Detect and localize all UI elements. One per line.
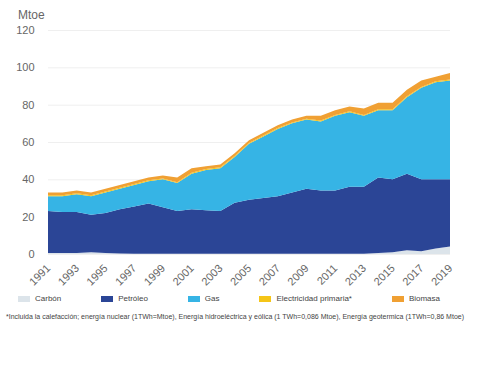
svg-text:2005: 2005 bbox=[228, 262, 254, 288]
svg-text:2001: 2001 bbox=[170, 262, 196, 288]
svg-text:2015: 2015 bbox=[371, 262, 397, 288]
svg-text:1995: 1995 bbox=[84, 262, 110, 288]
html-text:Biomasa: Biomasa bbox=[408, 294, 440, 303]
html-text:Petróleo: Petróleo bbox=[118, 294, 148, 303]
svg-text:2009: 2009 bbox=[285, 262, 311, 288]
html-text:*Incluida la calefacción; ener: *Incluida la calefacción; energía nuclea… bbox=[6, 313, 464, 320]
svg-text:2003: 2003 bbox=[199, 262, 225, 288]
svg-text:40: 40 bbox=[22, 173, 34, 185]
svg-text:0: 0 bbox=[28, 248, 34, 260]
svg-text:60: 60 bbox=[22, 136, 34, 148]
svg-text:2019: 2019 bbox=[429, 262, 455, 288]
html-text:Electricidad primaria*: Electricidad primaria* bbox=[276, 294, 352, 303]
svg-text:120: 120 bbox=[16, 24, 34, 36]
svg-text:2011: 2011 bbox=[314, 262, 339, 287]
html-text:Gas: Gas bbox=[204, 294, 220, 303]
svg-text:20: 20 bbox=[22, 211, 34, 223]
svg-text:2013: 2013 bbox=[342, 262, 368, 288]
svg-text:1997: 1997 bbox=[113, 262, 139, 288]
svg-text:1999: 1999 bbox=[141, 262, 167, 288]
svg-text:1993: 1993 bbox=[55, 262, 81, 288]
html-text:Mtoe: Mtoe bbox=[18, 8, 45, 22]
svg-text:2007: 2007 bbox=[256, 262, 282, 288]
html-text:Carbón: Carbón bbox=[35, 294, 62, 303]
svg-text:1991: 1991 bbox=[27, 262, 53, 288]
svg-text:80: 80 bbox=[22, 99, 34, 111]
svg-text:2017: 2017 bbox=[400, 262, 426, 288]
svg-text:100: 100 bbox=[16, 61, 34, 73]
